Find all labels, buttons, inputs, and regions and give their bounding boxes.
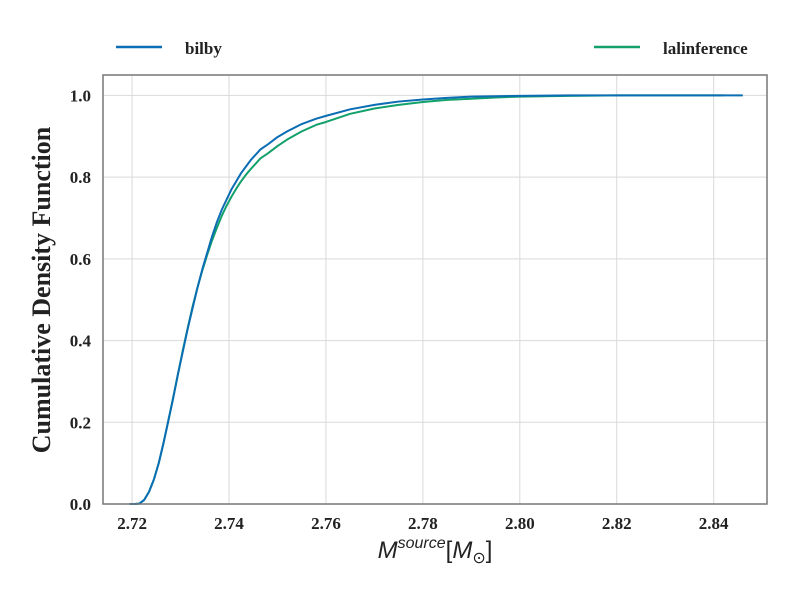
y-tick-label: 0.8 xyxy=(70,168,91,187)
y-tick-label: 0.6 xyxy=(70,250,91,269)
legend: bilby lalinference xyxy=(116,39,748,58)
x-tick-label: 2.72 xyxy=(117,514,147,533)
axes-frame xyxy=(102,74,768,505)
x-tick-label: 2.78 xyxy=(408,514,438,533)
y-tick-label: 1.0 xyxy=(70,86,91,105)
legend-label-bilby: bilby xyxy=(185,39,222,58)
x-axis-label: Msource[M⊙] xyxy=(378,535,493,567)
y-axis-label: Cumulative Density Function xyxy=(27,126,56,453)
x-tick-label: 2.82 xyxy=(602,514,632,533)
legend-label-lalinference: lalinference xyxy=(663,39,748,58)
series-line-bilby xyxy=(129,94,743,505)
series-line-lalinference xyxy=(129,94,724,505)
x-tick-label: 2.76 xyxy=(311,514,341,533)
x-axis-label-superscript: source xyxy=(398,535,446,552)
x-axis-label-unit-open: [ xyxy=(446,537,453,564)
y-tick-label: 0.2 xyxy=(70,413,91,432)
x-axis-label-unit-close: ] xyxy=(486,537,493,564)
x-tick-label: 2.84 xyxy=(699,514,729,533)
x-tick-label: 2.80 xyxy=(505,514,535,533)
x-axis-label-base: M xyxy=(378,537,398,564)
series-layer xyxy=(129,94,743,505)
legend-item-bilby: bilby xyxy=(116,39,222,58)
x-axis-label-unit-base: M xyxy=(452,537,472,564)
legend-item-lalinference: lalinference xyxy=(594,39,748,58)
y-tick-label: 0.0 xyxy=(70,495,91,514)
y-tick-labels: 0.0 0.2 0.4 0.6 0.8 1.0 xyxy=(70,86,92,514)
grid xyxy=(103,75,767,505)
x-tick-labels: 2.72 2.74 2.76 2.78 2.80 2.82 2.84 xyxy=(117,514,729,533)
x-tick-label: 2.74 xyxy=(214,514,244,533)
x-axis-label-unit-sub: ⊙ xyxy=(472,550,485,567)
y-tick-label: 0.4 xyxy=(70,332,92,351)
